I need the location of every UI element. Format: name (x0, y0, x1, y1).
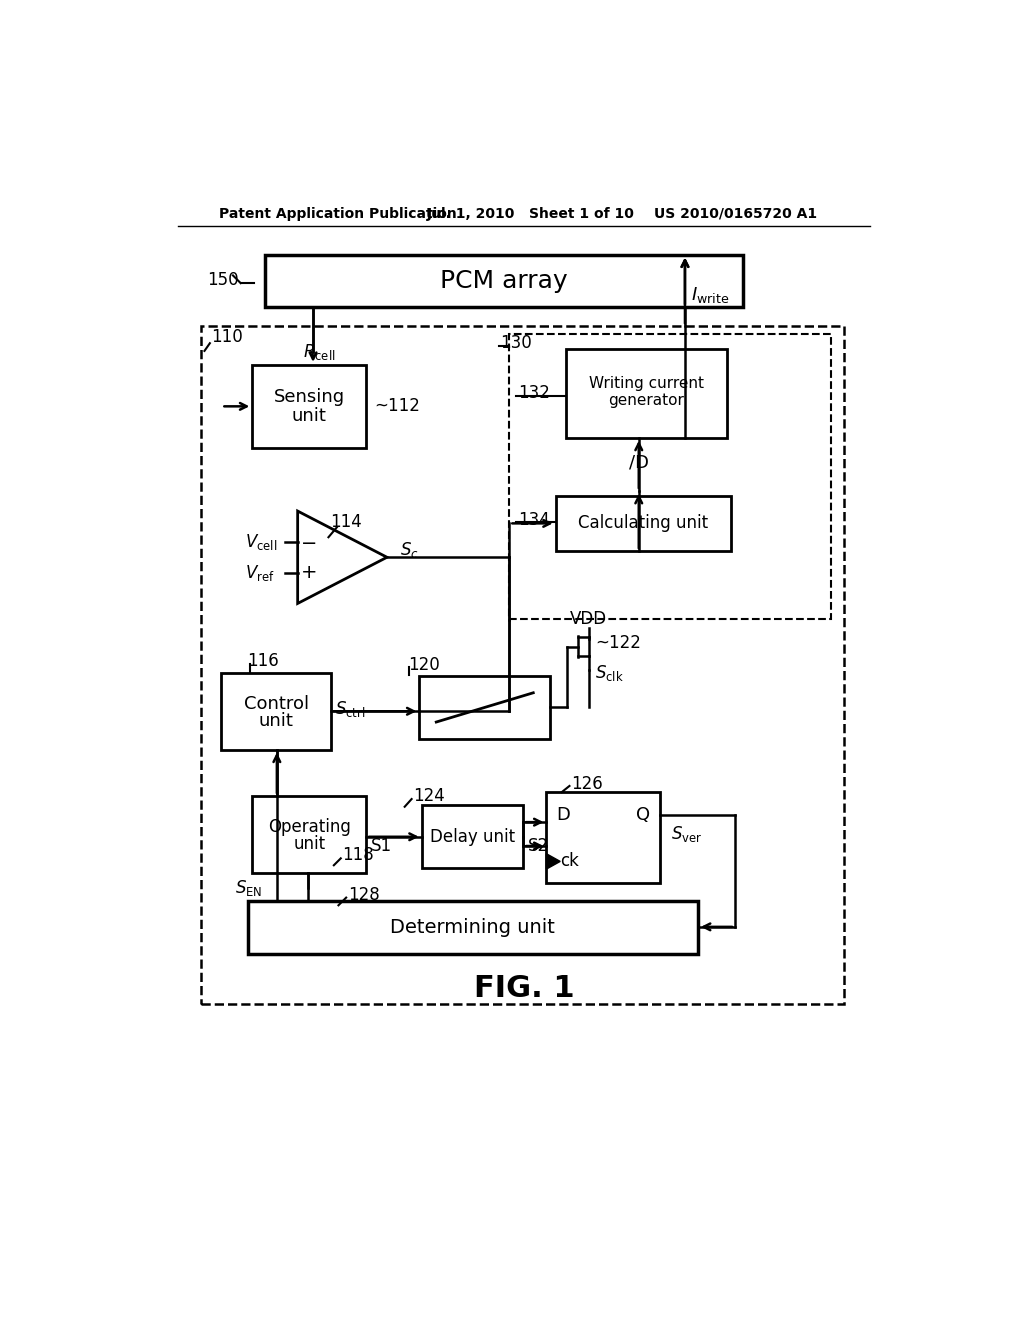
Text: $+$: $+$ (300, 564, 316, 582)
Bar (556, 496, 731, 552)
Text: $S_{\rm EN}$: $S_{\rm EN}$ (234, 878, 262, 899)
Bar (252, 796, 367, 873)
Text: $-$: $-$ (300, 532, 316, 552)
Text: Control: Control (244, 694, 308, 713)
Bar (248, 902, 698, 954)
Text: Jul. 1, 2010   Sheet 1 of 10: Jul. 1, 2010 Sheet 1 of 10 (427, 207, 635, 220)
Text: Determining unit: Determining unit (390, 919, 555, 937)
Text: /D: /D (629, 454, 649, 471)
Text: 114: 114 (331, 513, 362, 531)
Text: PCM array: PCM array (440, 269, 568, 293)
Text: 124: 124 (413, 787, 444, 805)
Text: 116: 116 (248, 652, 280, 671)
Text: FIG. 1: FIG. 1 (474, 974, 575, 1003)
Text: Q: Q (636, 807, 650, 824)
Text: generator: generator (608, 393, 684, 408)
Bar (202, 326, 845, 1003)
Text: S1: S1 (371, 837, 392, 855)
Text: ~122: ~122 (595, 635, 641, 652)
Text: $S_{\rm clk}$: $S_{\rm clk}$ (595, 663, 624, 682)
Text: $S_c$: $S_c$ (400, 540, 419, 560)
Text: $S_{\rm ctrl}$: $S_{\rm ctrl}$ (335, 700, 366, 719)
Text: 126: 126 (571, 775, 603, 792)
Text: D: D (556, 807, 570, 824)
Text: $I_{\rm write}$: $I_{\rm write}$ (691, 285, 729, 305)
Text: Calculating unit: Calculating unit (579, 515, 709, 532)
Text: unit: unit (259, 711, 294, 730)
Bar (221, 673, 331, 750)
Text: unit: unit (292, 407, 327, 425)
Polygon shape (547, 854, 560, 869)
Text: S2: S2 (528, 837, 549, 855)
Text: ck: ck (560, 853, 579, 870)
Bar (565, 350, 727, 438)
Bar (509, 334, 831, 619)
Text: VDD: VDD (570, 610, 607, 628)
Text: 128: 128 (348, 886, 380, 903)
Text: Delay unit: Delay unit (430, 828, 515, 846)
Text: $V_{\rm ref}$: $V_{\rm ref}$ (245, 562, 274, 582)
Text: Sensing: Sensing (273, 388, 345, 407)
Text: 130: 130 (500, 334, 531, 352)
Text: 132: 132 (518, 384, 550, 403)
Bar (547, 792, 660, 883)
Bar (422, 805, 523, 869)
Bar (265, 255, 742, 308)
Text: Writing current: Writing current (589, 376, 703, 391)
Text: 134: 134 (518, 511, 550, 528)
Text: $S_{\rm ver}$: $S_{\rm ver}$ (671, 824, 702, 843)
Bar (419, 676, 550, 739)
Text: 120: 120 (408, 656, 439, 675)
Text: Patent Application Publication: Patent Application Publication (219, 207, 457, 220)
Text: $V_{\rm cell}$: $V_{\rm cell}$ (245, 532, 276, 552)
Text: US 2010/0165720 A1: US 2010/0165720 A1 (654, 207, 817, 220)
Text: Operating: Operating (267, 818, 350, 836)
Text: 150: 150 (208, 271, 240, 289)
Text: ~112: ~112 (374, 397, 420, 416)
Bar (252, 364, 367, 447)
Text: $R_{\rm cell}$: $R_{\rm cell}$ (303, 342, 336, 363)
Text: unit: unit (293, 834, 326, 853)
Text: 110: 110 (211, 329, 243, 346)
Text: 118: 118 (342, 846, 374, 865)
